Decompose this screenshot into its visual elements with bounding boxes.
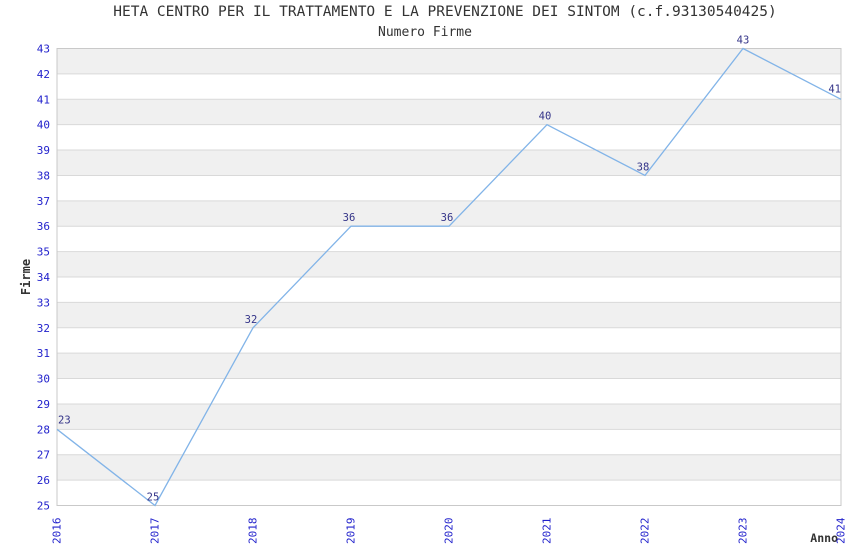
y-tick-label: 43 bbox=[37, 43, 50, 56]
x-tick-label: 2024 bbox=[835, 517, 848, 544]
y-tick-label: 31 bbox=[37, 347, 50, 360]
y-tick-label: 30 bbox=[37, 373, 50, 386]
point-label: 41 bbox=[828, 83, 841, 95]
y-tick-label: 39 bbox=[37, 144, 50, 157]
point-label: 43 bbox=[737, 35, 750, 47]
x-tick-label: 2019 bbox=[345, 518, 358, 545]
point-label: 36 bbox=[441, 212, 454, 224]
band-row bbox=[57, 378, 841, 404]
x-tick-label: 2017 bbox=[149, 518, 162, 545]
band-row bbox=[57, 226, 841, 252]
band-row bbox=[57, 327, 841, 354]
band-row bbox=[57, 200, 841, 227]
band-row bbox=[57, 302, 841, 328]
band-row bbox=[57, 99, 841, 125]
y-tick-label: 27 bbox=[37, 449, 50, 462]
y-tick-label: 28 bbox=[37, 423, 50, 436]
point-label: 23 bbox=[58, 414, 71, 426]
point-label: 36 bbox=[343, 212, 356, 224]
chart-title: HETA CENTRO PER IL TRATTAMENTO E LA PREV… bbox=[113, 4, 777, 20]
x-axis-title: Anno bbox=[810, 531, 838, 545]
band-row bbox=[57, 480, 841, 506]
y-tick-label: 38 bbox=[37, 169, 50, 182]
y-tick-label: 37 bbox=[37, 195, 50, 208]
y-tick-label: 40 bbox=[37, 119, 50, 132]
band-row bbox=[57, 429, 841, 455]
band-row bbox=[57, 277, 841, 303]
y-tick-label: 35 bbox=[37, 246, 50, 259]
x-tick-label: 2016 bbox=[51, 518, 64, 545]
x-tick-label: 2021 bbox=[541, 518, 554, 545]
y-tick-label: 29 bbox=[37, 398, 50, 411]
y-tick-label: 32 bbox=[37, 322, 50, 335]
chart-subtitle: Numero Firme bbox=[378, 25, 472, 40]
band-row bbox=[57, 48, 841, 74]
band-row bbox=[57, 150, 841, 176]
band-row bbox=[57, 454, 841, 481]
x-tick-label: 2022 bbox=[639, 518, 652, 545]
x-tick-label: 2018 bbox=[247, 518, 260, 545]
y-tick-label: 36 bbox=[37, 220, 50, 233]
band-row bbox=[57, 251, 841, 277]
y-tick-label: 42 bbox=[37, 68, 50, 81]
y-tick-label: 41 bbox=[37, 93, 50, 106]
point-label: 40 bbox=[539, 111, 552, 123]
y-tick-label: 34 bbox=[37, 271, 51, 284]
band-row bbox=[57, 73, 841, 100]
y-tick-label: 26 bbox=[37, 474, 50, 487]
plot-frame bbox=[56, 48, 842, 506]
band-row bbox=[57, 124, 841, 151]
x-tick-label: 2020 bbox=[443, 518, 456, 545]
series-line bbox=[56, 47, 842, 507]
point-label: 25 bbox=[147, 492, 160, 504]
y-tick-label: 25 bbox=[37, 500, 50, 513]
band-row bbox=[57, 175, 841, 201]
band-row bbox=[57, 353, 841, 379]
point-label: 32 bbox=[245, 314, 258, 326]
point-label: 38 bbox=[637, 161, 650, 173]
x-tick-label: 2023 bbox=[737, 518, 750, 545]
y-tick-label: 33 bbox=[37, 296, 50, 309]
band-row bbox=[57, 403, 841, 430]
